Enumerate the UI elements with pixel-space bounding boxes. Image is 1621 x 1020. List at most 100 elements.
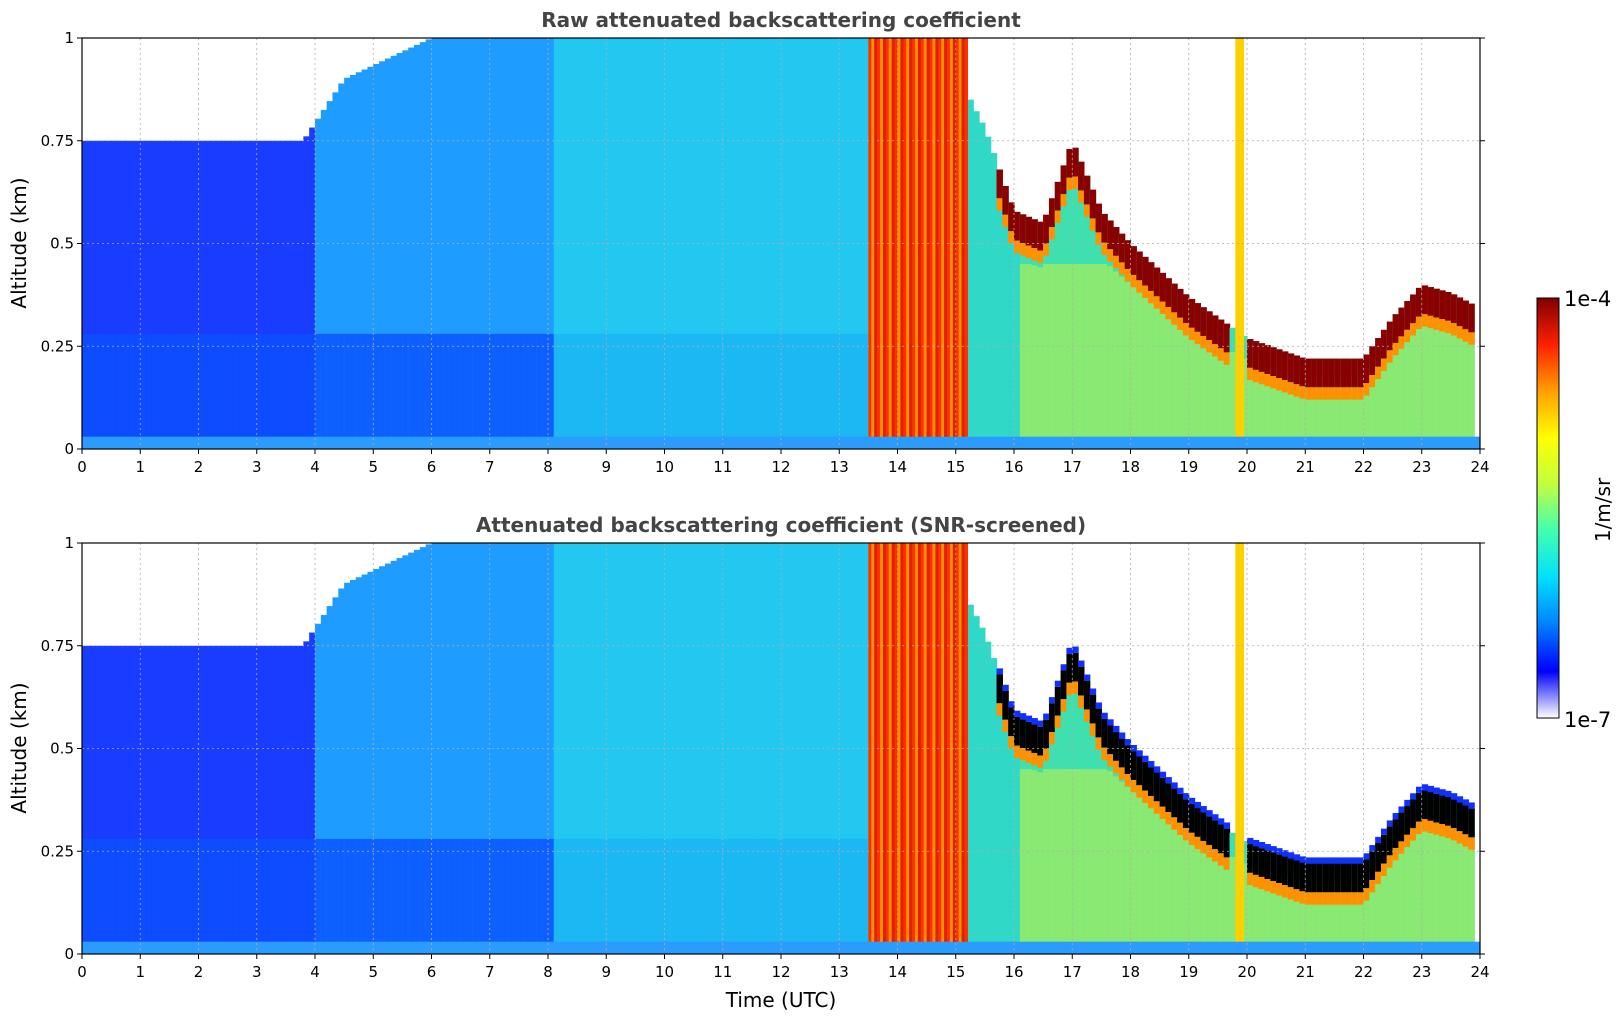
field-cell bbox=[1252, 867, 1260, 954]
field-cell bbox=[1241, 863, 1248, 954]
field-cell bbox=[320, 614, 328, 954]
field-cell bbox=[355, 333, 363, 449]
field-cell bbox=[460, 838, 468, 954]
field-cell bbox=[326, 333, 334, 449]
field-cell bbox=[1305, 881, 1312, 954]
field-cell bbox=[670, 838, 677, 954]
field-cell bbox=[111, 645, 118, 954]
cloud-top-cell bbox=[1147, 262, 1155, 291]
cloud-top-cell bbox=[1252, 874, 1260, 888]
field-cell bbox=[175, 645, 182, 954]
field-cell bbox=[128, 333, 136, 449]
field-cell bbox=[705, 838, 712, 954]
field-cell bbox=[431, 543, 438, 954]
field-cell bbox=[751, 38, 759, 449]
cloud-top-cell bbox=[1072, 147, 1079, 177]
field-cell bbox=[431, 38, 438, 449]
cloud-top-cell bbox=[1252, 369, 1260, 383]
cloud-top-cell bbox=[1258, 371, 1266, 385]
field-cell bbox=[466, 38, 473, 449]
x-tick-label: 20 bbox=[1237, 458, 1256, 476]
field-cell bbox=[1060, 264, 1068, 449]
field-cell bbox=[1165, 312, 1172, 449]
field-cell bbox=[518, 838, 526, 954]
cloud-top-cell bbox=[1177, 317, 1184, 331]
field-cell bbox=[1433, 320, 1440, 449]
field-cell bbox=[291, 140, 299, 449]
field-cell bbox=[1357, 881, 1365, 954]
field-cell bbox=[105, 645, 112, 954]
cloud-top-cell bbox=[1025, 216, 1033, 246]
field-cell bbox=[821, 333, 829, 449]
x-tick-label: 22 bbox=[1354, 963, 1373, 981]
field-cell bbox=[647, 333, 654, 449]
field-cell bbox=[443, 543, 450, 954]
field-cell bbox=[1445, 828, 1452, 954]
field-cell bbox=[850, 543, 858, 954]
field-cell bbox=[1375, 865, 1382, 954]
cloud-top-cell bbox=[1200, 812, 1207, 841]
field-cell bbox=[297, 333, 304, 449]
field-cell bbox=[862, 333, 869, 449]
field-cell bbox=[414, 549, 421, 954]
cloud-top-cell bbox=[1299, 386, 1306, 399]
field-cell bbox=[711, 333, 718, 449]
cloud-top-cell bbox=[1177, 822, 1184, 836]
field-cell bbox=[472, 543, 479, 954]
field-cell bbox=[548, 333, 555, 449]
cloud-top-cell bbox=[1264, 373, 1271, 387]
field-cell bbox=[693, 543, 701, 954]
field-cell bbox=[786, 838, 794, 954]
field-cell bbox=[396, 333, 403, 449]
field-cell bbox=[1107, 771, 1114, 954]
cloud-top-cell bbox=[1177, 288, 1184, 318]
cloud-edge-cell bbox=[1200, 806, 1207, 813]
field-cell bbox=[1415, 825, 1423, 954]
field-cell bbox=[1357, 376, 1365, 449]
dense-layer-cell bbox=[894, 543, 899, 954]
cloud-top-cell bbox=[1462, 834, 1469, 847]
y-tick-label: 0.75 bbox=[41, 637, 74, 655]
field-cell bbox=[577, 543, 584, 954]
field-cell bbox=[262, 333, 269, 449]
field-cell bbox=[722, 38, 730, 449]
cloud-edge-cell bbox=[1468, 802, 1475, 809]
field-cell bbox=[297, 838, 304, 954]
cloud-top-cell bbox=[1386, 321, 1394, 351]
field-cell bbox=[1293, 374, 1301, 449]
cloud-top-cell bbox=[1334, 892, 1341, 905]
cloud-top-cell bbox=[1113, 732, 1120, 761]
field-cell bbox=[501, 38, 508, 449]
field-cell bbox=[116, 645, 124, 954]
cloud-top-cell bbox=[1188, 832, 1196, 846]
dense-layer-cell bbox=[964, 543, 968, 954]
dense-layer-cell bbox=[914, 38, 919, 449]
cloud-top-cell bbox=[1142, 790, 1149, 803]
field-cell bbox=[513, 38, 520, 449]
cloud-top-cell bbox=[1311, 387, 1318, 400]
cloud-top-cell bbox=[1182, 799, 1190, 829]
x-tick-label: 10 bbox=[655, 458, 674, 476]
cloud-top-cell bbox=[1427, 792, 1434, 821]
cloud-top-cell bbox=[1171, 817, 1178, 830]
field-cell bbox=[798, 838, 805, 954]
field-cell bbox=[1124, 786, 1132, 954]
cloud-top-cell bbox=[1386, 826, 1394, 856]
field-cell bbox=[798, 543, 805, 954]
cloud-edge-cell bbox=[1008, 701, 1015, 708]
colorbar: 1e-4 1e-7 1/m/sr bbox=[1536, 287, 1615, 732]
field-cell bbox=[850, 38, 858, 449]
cloud-top-cell bbox=[1107, 754, 1114, 767]
dense-layer-cell bbox=[903, 38, 907, 449]
field-cell bbox=[1410, 830, 1417, 954]
field-cell bbox=[1433, 825, 1440, 954]
dense-layer-cell bbox=[917, 38, 922, 449]
cloud-top-cell bbox=[1287, 887, 1295, 900]
field-cell bbox=[856, 333, 864, 449]
field-cell bbox=[1346, 881, 1353, 954]
cloud-edge-cell bbox=[1072, 646, 1079, 653]
field-cell bbox=[757, 333, 765, 449]
cloud-top-cell bbox=[996, 169, 1003, 199]
dense-layer-cell bbox=[938, 543, 942, 954]
field-cell bbox=[1380, 858, 1388, 954]
